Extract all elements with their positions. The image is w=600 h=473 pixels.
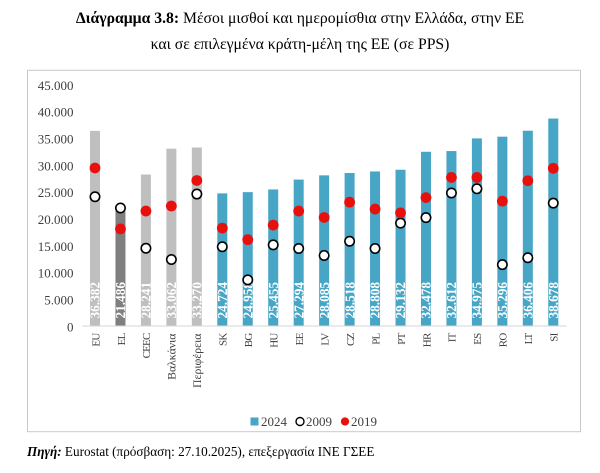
svg-text:Περιφέρεια: Περιφέρεια xyxy=(190,334,204,389)
svg-text:38.678: 38.678 xyxy=(546,282,561,319)
svg-text:35.000: 35.000 xyxy=(38,132,74,147)
svg-text:28.085: 28.085 xyxy=(317,282,332,319)
svg-text:40.000: 40.000 xyxy=(38,105,74,120)
svg-text:28.518: 28.518 xyxy=(342,282,357,319)
svg-text:36.406: 36.406 xyxy=(521,282,536,319)
svg-text:45.000: 45.000 xyxy=(38,78,74,93)
svg-text:34.975: 34.975 xyxy=(470,282,485,319)
svg-text:PT: PT xyxy=(396,332,408,344)
svg-text:Βαλκάνια: Βαλκάνια xyxy=(165,334,179,380)
svg-text:BG: BG xyxy=(243,333,255,348)
svg-text:33.270: 33.270 xyxy=(190,282,205,319)
svg-text:2024: 2024 xyxy=(261,414,288,429)
svg-text:20.000: 20.000 xyxy=(38,212,74,227)
svg-text:PL: PL xyxy=(370,332,382,344)
svg-text:0: 0 xyxy=(67,319,74,334)
svg-text:ES: ES xyxy=(472,333,484,345)
svg-text:36.382: 36.382 xyxy=(88,282,103,319)
svg-text:2009: 2009 xyxy=(306,414,332,429)
svg-text:RO: RO xyxy=(498,333,510,348)
svg-text:29.132: 29.132 xyxy=(393,282,408,319)
svg-text:LV: LV xyxy=(319,333,331,346)
svg-text:27.294: 27.294 xyxy=(291,282,306,319)
svg-text:32.478: 32.478 xyxy=(419,282,434,319)
svg-text:IT: IT xyxy=(447,332,459,342)
svg-text:EE: EE xyxy=(294,332,306,345)
svg-text:28.241: 28.241 xyxy=(139,282,154,319)
svg-text:10.000: 10.000 xyxy=(38,266,74,281)
svg-text:24.724: 24.724 xyxy=(215,282,230,319)
svg-text:SK: SK xyxy=(218,333,230,346)
svg-text:5.000: 5.000 xyxy=(44,293,73,308)
svg-text:EU: EU xyxy=(90,333,102,347)
svg-text:SI: SI xyxy=(549,332,561,341)
svg-text:24.958: 24.958 xyxy=(240,282,255,319)
svg-text:HR: HR xyxy=(421,332,433,347)
svg-text:15.000: 15.000 xyxy=(38,239,74,254)
svg-text:30.000: 30.000 xyxy=(38,158,74,173)
svg-text:25.455: 25.455 xyxy=(266,282,281,319)
svg-text:CZ: CZ xyxy=(345,332,357,346)
svg-text:28.808: 28.808 xyxy=(368,282,383,319)
svg-text:21.486: 21.486 xyxy=(113,282,128,319)
svg-text:EL: EL xyxy=(116,332,128,345)
svg-text:2019: 2019 xyxy=(351,414,377,429)
svg-text:35.296: 35.296 xyxy=(495,282,510,319)
svg-text:25.000: 25.000 xyxy=(38,185,74,200)
svg-text:CEEC: CEEC xyxy=(141,333,153,358)
svg-text:32.612: 32.612 xyxy=(444,282,459,319)
svg-text:33.062: 33.062 xyxy=(164,282,179,319)
svg-text:LT: LT xyxy=(523,332,535,344)
svg-text:HU: HU xyxy=(269,333,281,348)
